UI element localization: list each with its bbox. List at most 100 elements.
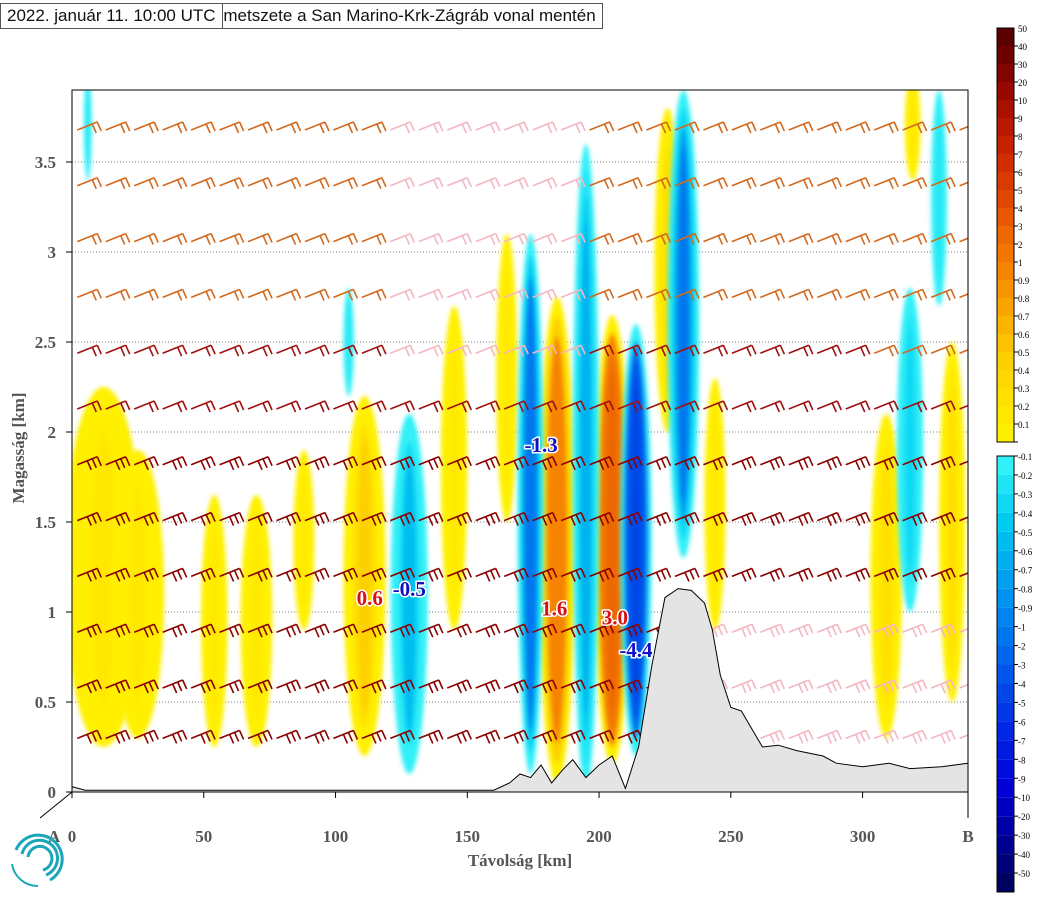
barb-flag xyxy=(854,627,861,638)
wind-barb xyxy=(731,121,757,134)
barb-flag xyxy=(238,400,245,411)
barb-flag xyxy=(513,627,519,638)
barb-flag xyxy=(381,177,387,188)
velocity-cell-layer xyxy=(550,355,564,725)
colorbar-swatch xyxy=(997,316,1014,334)
barb-flag xyxy=(267,121,273,132)
wind-barb xyxy=(418,344,444,357)
barb-flag xyxy=(267,730,273,740)
barb-flag xyxy=(916,625,923,636)
wind-barb xyxy=(133,679,159,694)
barb-flag xyxy=(347,514,354,524)
wind-barb xyxy=(247,623,273,638)
barb-shaft xyxy=(276,400,297,410)
barb-flag xyxy=(722,512,729,522)
barb-flag xyxy=(347,732,354,742)
barb-flag xyxy=(950,679,956,690)
barb-flag xyxy=(746,179,752,190)
updraft-cell xyxy=(440,306,468,630)
updraft-cell xyxy=(538,297,576,783)
colorbar-swatch xyxy=(997,512,1014,532)
barb-flag xyxy=(120,732,126,742)
colorbar-label: -0.2 xyxy=(1018,471,1032,481)
wind-barb xyxy=(219,121,245,134)
colorbar-label: -5 xyxy=(1018,698,1026,708)
wind-barb xyxy=(930,232,956,245)
barb-shaft xyxy=(788,288,810,299)
barb-flag xyxy=(461,570,467,580)
barb-flag xyxy=(911,734,918,744)
barb-flag xyxy=(746,402,752,413)
barb-flag xyxy=(181,568,188,578)
barb-flag xyxy=(916,514,923,524)
barb-flag xyxy=(319,570,325,580)
barb-flag xyxy=(883,734,889,744)
barb-flag xyxy=(864,456,871,467)
wind-barb xyxy=(902,344,928,357)
barb-flag xyxy=(489,235,496,245)
barb-flag xyxy=(975,682,979,691)
wind-barb xyxy=(190,567,216,582)
barb-flag xyxy=(684,460,690,471)
barb-flag xyxy=(456,734,462,744)
wind-barb xyxy=(133,121,159,134)
barb-flag xyxy=(347,458,354,469)
barb-flag xyxy=(267,289,273,299)
barb-flag xyxy=(893,679,899,690)
wind-barb xyxy=(503,344,529,357)
barb-flag xyxy=(916,458,923,469)
barb-flag xyxy=(143,683,149,694)
barb-flag xyxy=(888,123,894,134)
wind-barb xyxy=(219,232,245,245)
wind-barb xyxy=(589,400,615,413)
barb-flag xyxy=(352,512,359,522)
barb-flag xyxy=(717,625,724,636)
barb-flag xyxy=(945,291,951,301)
downdraft-cell xyxy=(667,90,700,558)
barb-flag xyxy=(893,177,899,188)
wind-barb xyxy=(646,121,672,134)
velocity-cell-layer xyxy=(128,484,147,704)
wind-barb xyxy=(475,456,501,471)
barb-flag xyxy=(494,730,501,740)
wind-barb xyxy=(361,344,387,357)
barb-flag xyxy=(262,291,268,301)
barb-flag xyxy=(295,121,302,132)
barb-flag xyxy=(205,291,211,301)
barb-flag xyxy=(148,681,154,692)
barb-flag xyxy=(637,568,643,578)
wind-barb xyxy=(930,456,956,471)
barb-shaft xyxy=(162,288,183,299)
barb-flag xyxy=(125,679,131,690)
wind-barb xyxy=(760,400,786,413)
wind-barb xyxy=(532,121,558,134)
wind-barb xyxy=(475,511,501,526)
wind-barb xyxy=(105,177,131,190)
velocity-cell-layer xyxy=(678,146,689,502)
barb-flag xyxy=(428,683,434,694)
barb-flag xyxy=(798,572,804,582)
barb-flag xyxy=(864,344,871,355)
wind-barb xyxy=(617,567,643,582)
barb-flag xyxy=(96,400,103,411)
barb-flag xyxy=(428,572,434,582)
barb-shaft xyxy=(873,288,895,299)
wind-barb xyxy=(589,729,615,744)
barb-shaft xyxy=(304,121,326,131)
barb-flag xyxy=(916,570,923,580)
barb-flag xyxy=(376,570,382,580)
wind-barb xyxy=(133,623,159,638)
barb-flag xyxy=(314,572,320,582)
barb-flag xyxy=(371,572,377,582)
barb-flag xyxy=(352,730,359,740)
barb-flag xyxy=(210,177,216,188)
barb-flag xyxy=(285,683,292,694)
barb-flag xyxy=(665,344,672,355)
barb-flag xyxy=(181,289,188,299)
barb-flag xyxy=(546,514,553,524)
barb-flag xyxy=(494,679,501,690)
wind-barb xyxy=(390,232,416,245)
barb-flag xyxy=(570,734,576,744)
barb-flag xyxy=(717,570,724,580)
barb-flag xyxy=(148,291,154,301)
